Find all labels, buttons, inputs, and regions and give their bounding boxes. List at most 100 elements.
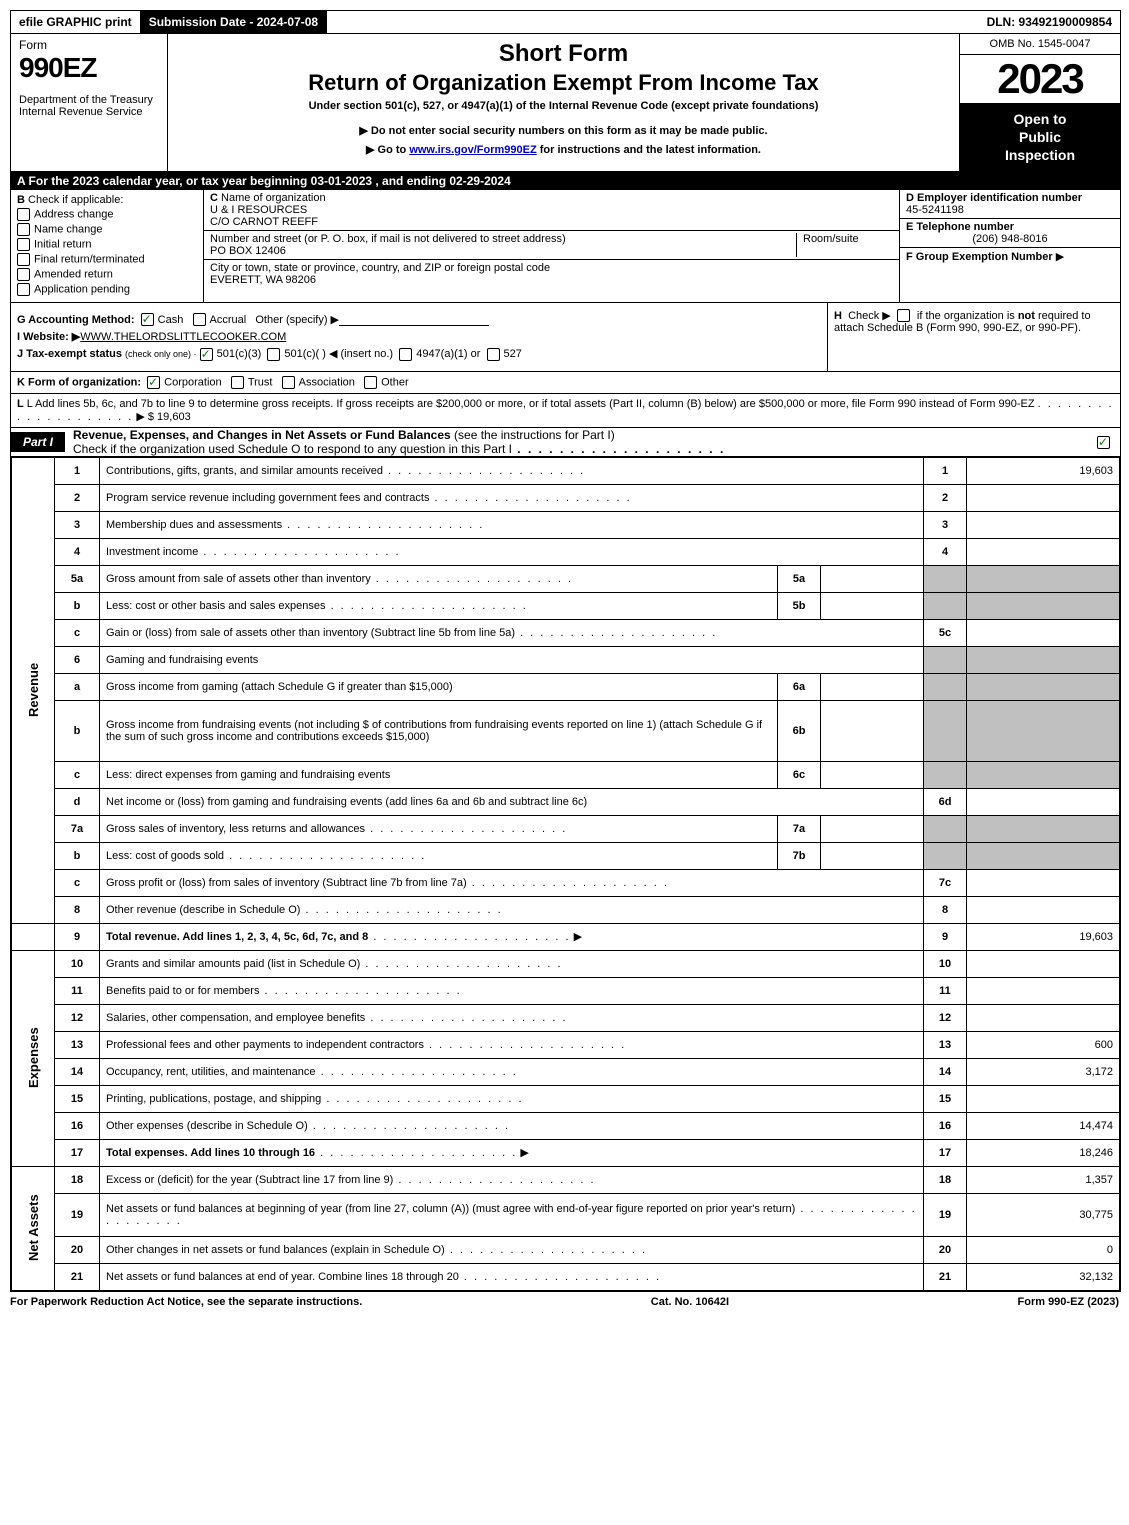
line-13-desc: Professional fees and other payments to … xyxy=(106,1039,424,1051)
line-3-val xyxy=(967,511,1120,538)
check-if-label: Check if applicable: xyxy=(28,194,123,206)
checkbox-cash[interactable] xyxy=(141,313,154,326)
line-2-desc: Program service revenue including govern… xyxy=(106,492,429,504)
open-line1: Open to xyxy=(964,110,1116,128)
line-8-val xyxy=(967,896,1120,923)
line-13-no: 13 xyxy=(55,1031,100,1058)
goto-line: ▶ Go to www.irs.gov/Form990EZ for instru… xyxy=(178,143,949,156)
opt-501c: 501(c)( ) ◀ (insert no.) xyxy=(284,348,393,360)
b-label: B xyxy=(17,194,25,206)
part1-check-text: Check if the organization used Schedule … xyxy=(73,442,512,456)
line-16-desc: Other expenses (describe in Schedule O) xyxy=(106,1120,308,1132)
checkbox-501c3[interactable] xyxy=(200,348,213,361)
checkbox-4947a1[interactable] xyxy=(399,348,412,361)
part1-title: Revenue, Expenses, and Changes in Net As… xyxy=(73,428,1097,456)
checkbox-amended-return[interactable] xyxy=(17,268,30,281)
line-11-rn: 11 xyxy=(924,977,967,1004)
street-value: PO BOX 12406 xyxy=(210,245,286,257)
ghi-left: G Accounting Method: Cash Accrual Other … xyxy=(11,303,827,371)
line-20-desc: Other changes in net assets or fund bala… xyxy=(106,1244,445,1256)
line-7b-val-shaded xyxy=(967,842,1120,869)
other-specify-input[interactable] xyxy=(339,313,489,326)
row-k: K Form of organization: Corporation Trus… xyxy=(11,372,1120,394)
line-9-val: 19,603 xyxy=(967,923,1120,950)
line-11-no: 11 xyxy=(55,977,100,1004)
line-21-desc: Net assets or fund balances at end of ye… xyxy=(106,1271,459,1283)
j-note: (check only one) · xyxy=(125,349,197,359)
line-16-val: 14,474 xyxy=(967,1112,1120,1139)
checkbox-501c[interactable] xyxy=(267,348,280,361)
opt-initial-return: Initial return xyxy=(34,238,91,250)
checkbox-schedule-b[interactable] xyxy=(897,309,910,322)
line-7b-sn: 7b xyxy=(778,842,821,869)
top-spacer xyxy=(327,11,978,33)
line-14-val: 3,172 xyxy=(967,1058,1120,1085)
line-7b-subval xyxy=(821,842,924,869)
line-1-rn: 1 xyxy=(924,457,967,484)
irs-link[interactable]: www.irs.gov/Form990EZ xyxy=(409,144,536,156)
line-6-val-shaded xyxy=(967,646,1120,673)
goto-prefix: Go to xyxy=(378,144,410,156)
phone-value: (206) 948-8016 xyxy=(906,233,1114,245)
checkbox-corporation[interactable] xyxy=(147,376,160,389)
omb-number: OMB No. 1545-0047 xyxy=(960,34,1120,55)
f-arrow: ▶ xyxy=(1056,251,1064,263)
line-18-rn: 18 xyxy=(924,1166,967,1193)
checkbox-trust[interactable] xyxy=(231,376,244,389)
ssn-notice: ▶ Do not enter social security numbers o… xyxy=(178,124,949,137)
line-4-rn: 4 xyxy=(924,538,967,565)
checkbox-part1-schedule-o[interactable] xyxy=(1097,436,1110,449)
line-7c-rn: 7c xyxy=(924,869,967,896)
line-12-rn: 12 xyxy=(924,1004,967,1031)
line-2-rn: 2 xyxy=(924,484,967,511)
footer-center: Cat. No. 10642I xyxy=(651,1296,729,1308)
line-6d-val xyxy=(967,788,1120,815)
checkbox-association[interactable] xyxy=(282,376,295,389)
line-7a-val-shaded xyxy=(967,815,1120,842)
line-6-desc: Gaming and fundraising events xyxy=(100,646,924,673)
line-8-desc: Other revenue (describe in Schedule O) xyxy=(106,904,300,916)
line-6c-desc: Less: direct expenses from gaming and fu… xyxy=(106,769,390,781)
line-18-desc: Excess or (deficit) for the year (Subtra… xyxy=(106,1174,393,1186)
lines-table: Revenue 1 Contributions, gifts, grants, … xyxy=(11,457,1120,1291)
line-15-val xyxy=(967,1085,1120,1112)
line-18-val: 1,357 xyxy=(967,1166,1120,1193)
checkbox-address-change[interactable] xyxy=(17,208,30,221)
line-6d-desc: Net income or (loss) from gaming and fun… xyxy=(106,796,587,808)
line-11-val xyxy=(967,977,1120,1004)
line-6d-rn: 6d xyxy=(924,788,967,815)
checkbox-527[interactable] xyxy=(487,348,500,361)
header-center: Short Form Return of Organization Exempt… xyxy=(168,34,960,171)
return-title: Return of Organization Exempt From Incom… xyxy=(178,70,949,96)
e-label: E Telephone number xyxy=(906,221,1014,233)
other-label: Other (specify) ▶ xyxy=(255,314,339,326)
line-7c-desc: Gross profit or (loss) from sales of inv… xyxy=(106,877,467,889)
line-6b-sn: 6b xyxy=(778,700,821,761)
checkbox-other-org[interactable] xyxy=(364,376,377,389)
checkbox-initial-return[interactable] xyxy=(17,238,30,251)
dln-number: DLN: 93492190009854 xyxy=(979,11,1120,33)
footer: For Paperwork Reduction Act Notice, see … xyxy=(10,1292,1119,1312)
line-19-no: 19 xyxy=(55,1193,100,1236)
line-5c-no: c xyxy=(55,619,100,646)
line-17-no: 17 xyxy=(55,1139,100,1166)
efile-print-label: efile GRAPHIC print xyxy=(11,11,141,33)
line-6c-no: c xyxy=(55,761,100,788)
checkbox-final-return[interactable] xyxy=(17,253,30,266)
line-21-rn: 21 xyxy=(924,1263,967,1290)
checkbox-name-change[interactable] xyxy=(17,223,30,236)
line-6b-subval xyxy=(821,700,924,761)
line-5b-rn-shaded xyxy=(924,592,967,619)
line-5a-subval xyxy=(821,565,924,592)
line-14-desc: Occupancy, rent, utilities, and maintena… xyxy=(106,1066,316,1078)
line-7c-no: c xyxy=(55,869,100,896)
opt-corporation: Corporation xyxy=(164,376,221,388)
checkbox-accrual[interactable] xyxy=(193,313,206,326)
header-row: Form 990EZ Department of the Treasury In… xyxy=(11,34,1120,172)
line-6b-val-shaded xyxy=(967,700,1120,761)
line-12-val xyxy=(967,1004,1120,1031)
city-value: EVERETT, WA 98206 xyxy=(210,274,316,286)
form-number: 990EZ xyxy=(19,52,159,84)
line-21-no: 21 xyxy=(55,1263,100,1290)
checkbox-application-pending[interactable] xyxy=(17,283,30,296)
